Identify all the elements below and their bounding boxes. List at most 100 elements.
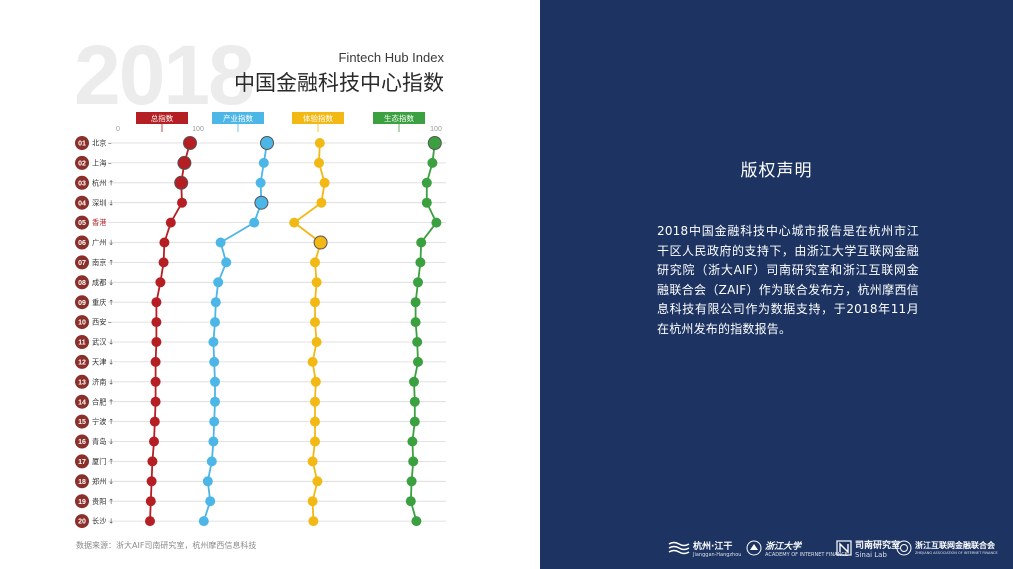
university-seal-icon xyxy=(746,540,762,556)
data-point xyxy=(289,217,300,228)
logo-zju-sub: ACADEMY OF INTERNET FINANCE xyxy=(765,551,848,558)
series-header-label: 总指数 xyxy=(151,113,174,123)
trend-indicator: ↓ xyxy=(108,338,114,347)
trend-indicator: ↓ xyxy=(108,477,114,486)
rank-badge xyxy=(75,354,89,369)
data-point xyxy=(255,177,266,188)
data-point xyxy=(208,436,219,447)
data-point-highlight xyxy=(183,136,197,150)
data-point xyxy=(158,257,169,268)
data-point xyxy=(147,456,158,467)
trend-indicator: ↓ xyxy=(108,278,114,287)
data-point xyxy=(308,516,319,527)
rank-badge xyxy=(75,494,89,509)
city-label: 郑州 xyxy=(92,477,106,486)
trend-indicator: ↑ xyxy=(108,298,114,307)
rank-badge xyxy=(75,275,89,290)
logo-sinai-name: 司南研究室 xyxy=(855,540,901,551)
rank-badge xyxy=(75,434,89,449)
trend-indicator: ↑ xyxy=(108,417,114,426)
data-point xyxy=(319,177,330,188)
rank-number: 09 xyxy=(78,300,86,307)
data-point-highlight xyxy=(260,136,274,150)
city-label: 广州 xyxy=(92,238,106,247)
data-point xyxy=(409,396,420,407)
data-point xyxy=(410,317,421,328)
data-point xyxy=(208,337,219,347)
data-point xyxy=(311,337,322,347)
data-point xyxy=(412,337,423,347)
data-point xyxy=(416,237,427,248)
series-header-badge xyxy=(212,112,264,124)
partner-logos: 杭州·江干 Jianggan·Hangzhou 浙江大学 ACADEMY OF … xyxy=(668,538,998,559)
sinai-lab-icon xyxy=(836,540,852,556)
city-label: 香港 xyxy=(92,218,107,227)
data-point xyxy=(145,496,156,507)
data-point xyxy=(411,516,422,527)
data-point xyxy=(421,197,432,208)
rank-badge xyxy=(75,175,89,190)
data-point-highlight xyxy=(177,155,192,170)
rank-badge xyxy=(75,514,89,529)
logo-sinai-sub: Sinai Lab xyxy=(855,550,887,559)
logo-zju: 浙江大学 ACADEMY OF INTERNET FINANCE xyxy=(746,538,848,558)
rank-badge xyxy=(75,474,89,489)
data-point xyxy=(210,376,220,387)
trend-indicator: ↑ xyxy=(108,258,114,267)
rank-badge xyxy=(75,136,89,150)
rank-number: 16 xyxy=(78,439,86,446)
trend-indicator: ↑ xyxy=(108,457,114,466)
data-point xyxy=(258,157,269,168)
city-label: 贵阳 xyxy=(92,497,106,506)
data-point xyxy=(210,317,220,328)
data-point-highlight xyxy=(254,195,269,210)
data-point xyxy=(310,257,320,268)
city-label: 长沙 xyxy=(92,517,106,526)
data-point xyxy=(316,197,327,208)
data-point xyxy=(421,177,432,188)
zaif-emblem-icon xyxy=(896,540,912,556)
data-point xyxy=(310,297,320,308)
data-point xyxy=(202,476,213,487)
rank-badge xyxy=(75,335,89,349)
data-point xyxy=(405,496,416,507)
city-label: 天津 xyxy=(92,358,106,367)
city-label: 成都 xyxy=(92,278,106,287)
logo-zaif-sub: ZHEJIANG ASSOCIATION OF INTERNET FINANCE xyxy=(915,551,998,555)
trend-indicator: ↑ xyxy=(108,497,114,506)
city-label: 青岛 xyxy=(92,437,106,446)
trend-indicator: ↓ xyxy=(108,437,114,446)
data-point xyxy=(155,277,166,288)
series-header-badge xyxy=(373,112,425,124)
series-header-badge xyxy=(292,112,344,124)
copyright-panel: 版权声明 2018中国金融科技中心城市报告是在杭州市江干区人民政府的支持下，由浙… xyxy=(540,0,1013,569)
data-point xyxy=(150,396,161,407)
series-header-label: 产业指数 xyxy=(223,113,253,123)
data-point xyxy=(205,496,216,507)
rank-number: 06 xyxy=(78,240,86,247)
data-point xyxy=(151,317,162,328)
fintech-index-chart: 2018 Fintech Hub Index 中国金融科技中心指数 总指数 产业指… xyxy=(74,28,446,550)
series-header-label: 生态指数 xyxy=(384,113,414,123)
chart-title: 中国金融科技中心指数 xyxy=(234,71,444,95)
trend-indicator: ↑ xyxy=(108,178,114,187)
data-point xyxy=(215,237,226,248)
data-point xyxy=(210,396,220,407)
trend-indicator: ↓ xyxy=(108,198,114,207)
data-point-highlight xyxy=(313,235,328,250)
city-label: 深圳 xyxy=(92,198,106,207)
data-point-highlight xyxy=(427,136,442,150)
rank-badge xyxy=(75,195,89,210)
data-point xyxy=(310,376,321,387)
logo-zaif-name: 浙江互联网金融联合会 xyxy=(915,541,995,550)
data-point xyxy=(221,257,232,268)
data-point xyxy=(177,197,187,208)
data-point xyxy=(198,516,209,527)
trend-indicator: – xyxy=(108,139,112,148)
rank-number: 02 xyxy=(78,161,86,168)
copyright-title: 版权声明 xyxy=(740,161,813,181)
rank-number: 04 xyxy=(78,200,86,207)
data-point xyxy=(145,516,155,527)
data-point-highlight xyxy=(174,175,189,190)
data-point xyxy=(310,416,320,427)
